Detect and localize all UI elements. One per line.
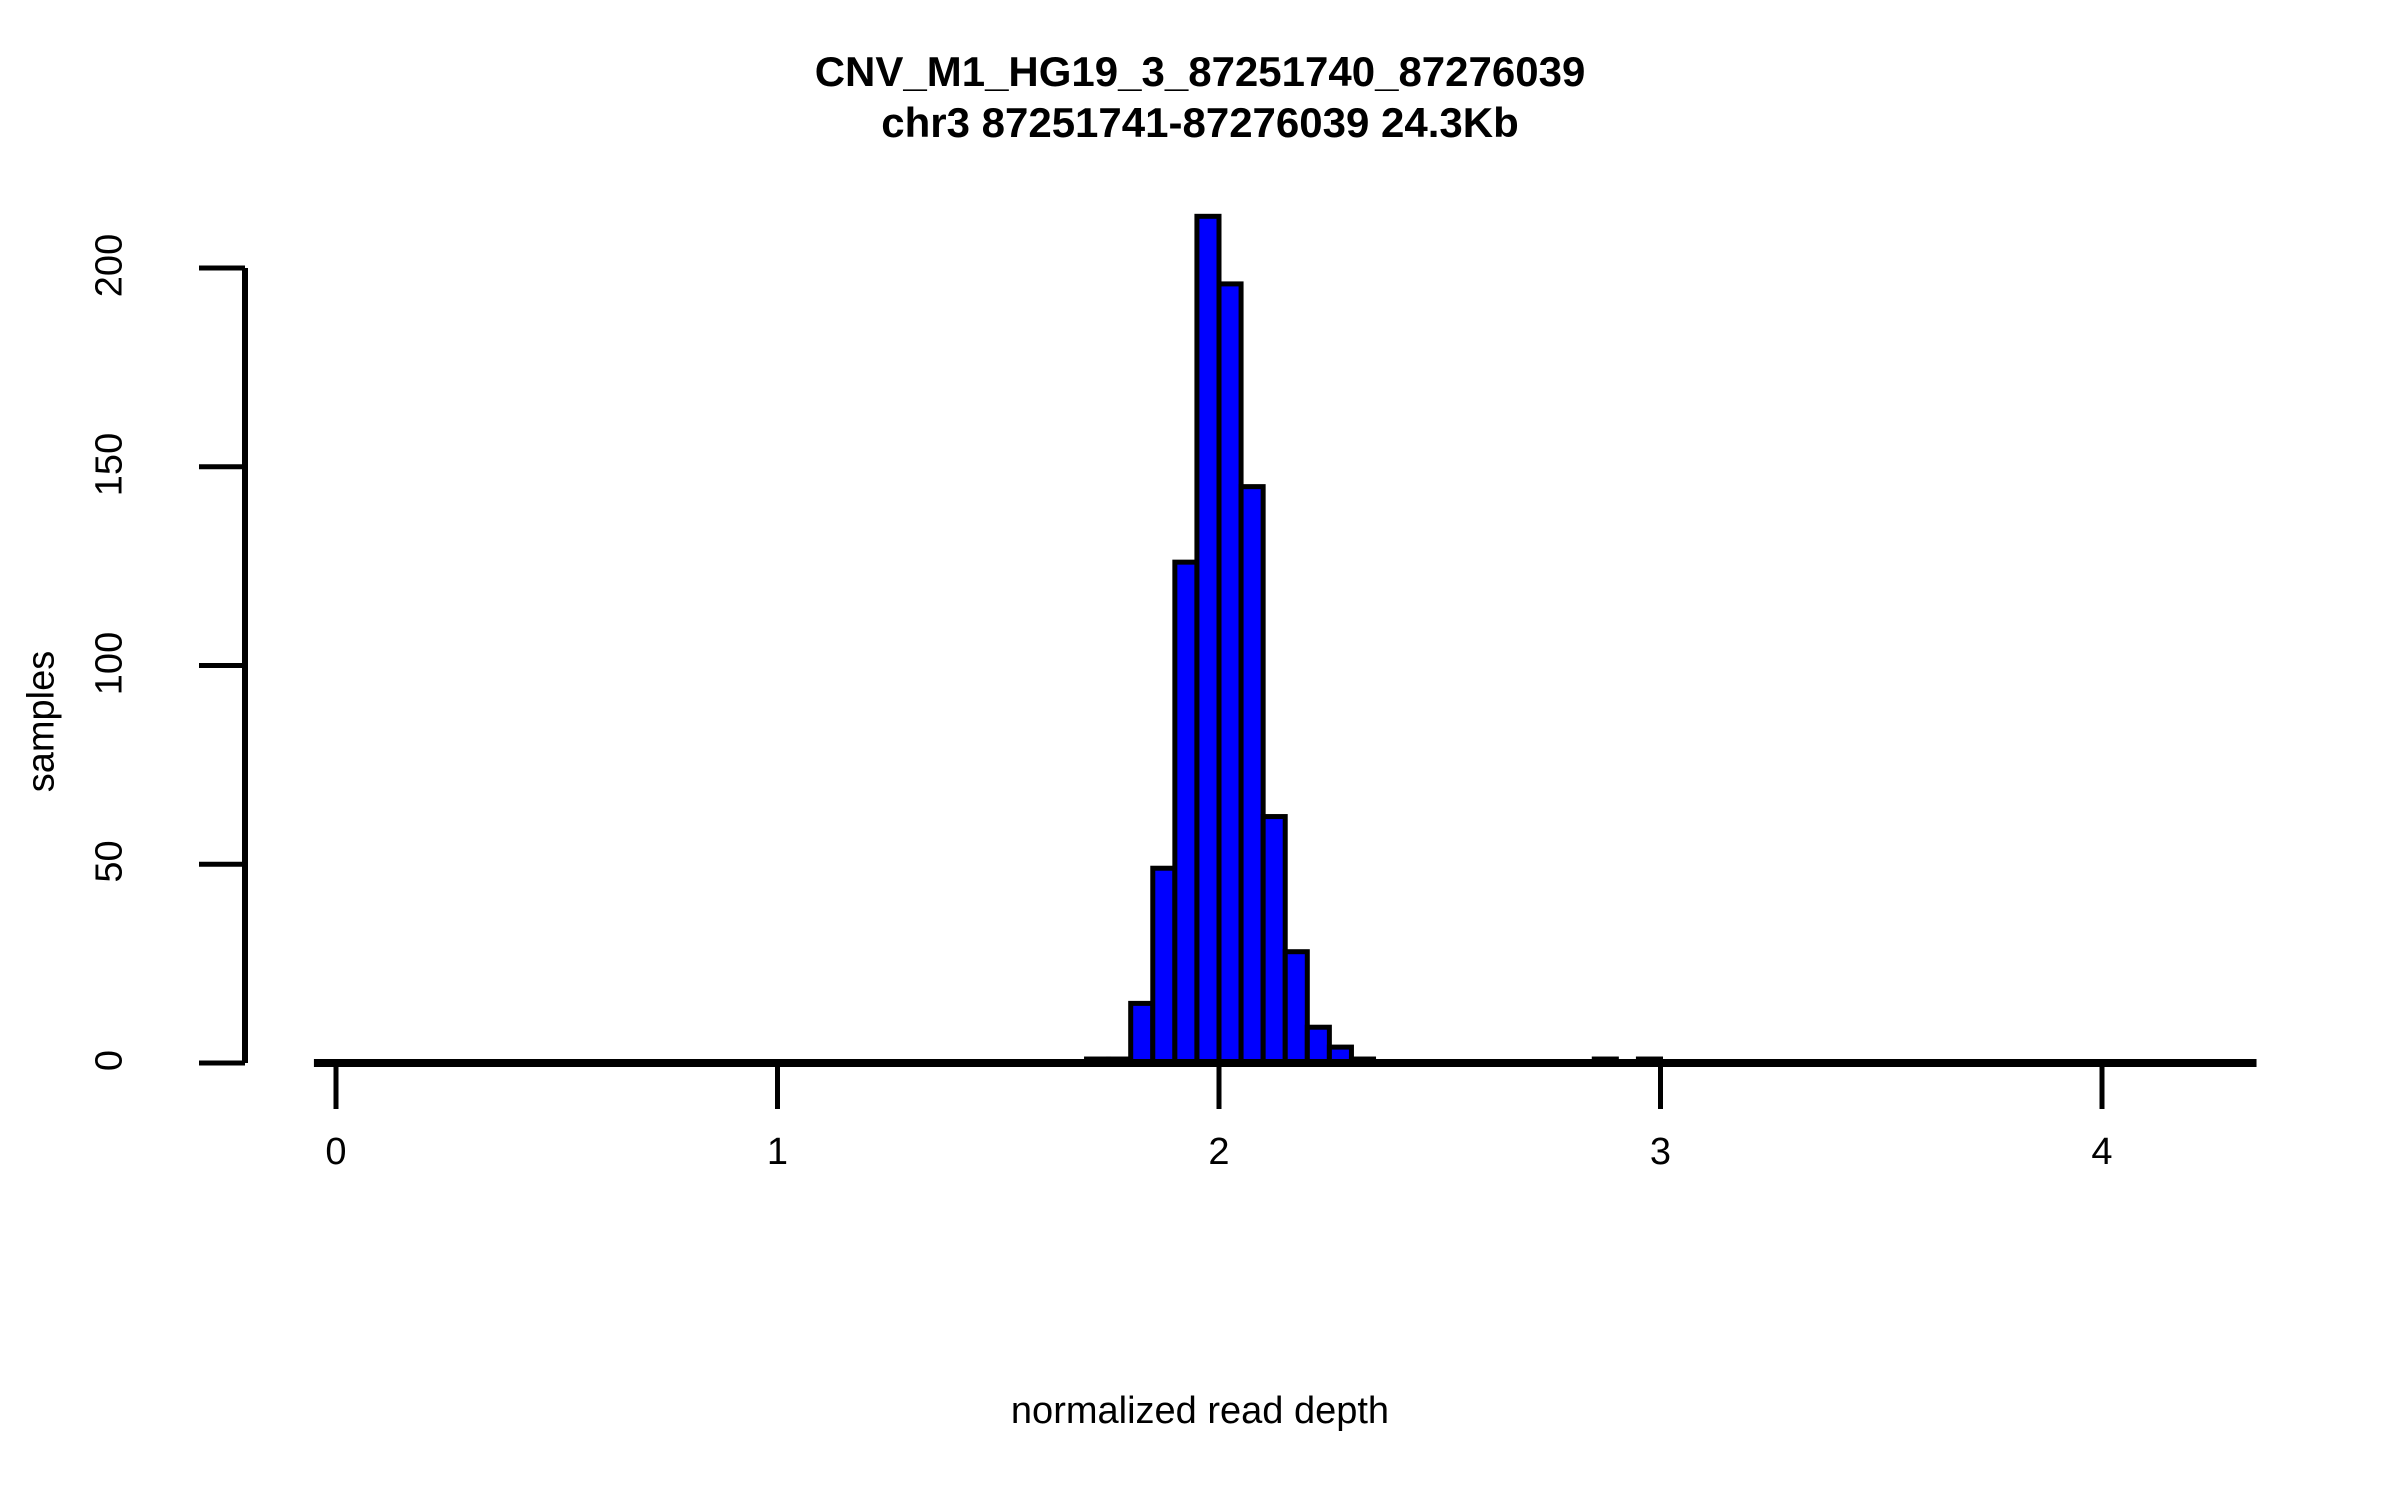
x-tick-label: 0 xyxy=(325,1131,347,1173)
histogram-bar xyxy=(1304,1024,1332,1066)
histogram-bar xyxy=(1216,281,1244,1066)
y-tick-label: 0 xyxy=(88,1049,131,1072)
histogram-bar xyxy=(1150,865,1178,1066)
plot-title-line1: CNV_M1_HG19_3_87251740_87276039 xyxy=(814,48,1586,95)
histogram-bar xyxy=(1282,949,1310,1066)
y-tick-label: 50 xyxy=(88,840,131,883)
x-tick-label: 2 xyxy=(1208,1131,1230,1173)
x-tick-label: 3 xyxy=(1649,1131,1672,1173)
bars-group xyxy=(1084,213,1664,1066)
y-tick-label: 200 xyxy=(88,233,131,298)
axes-group xyxy=(199,265,2257,1109)
x-tick-label: 1 xyxy=(766,1131,789,1173)
x-axis-title: normalized read depth xyxy=(1010,1390,1390,1432)
x-tick-label: 4 xyxy=(2091,1131,2113,1173)
y-tick-label: 100 xyxy=(88,631,131,695)
histogram-bar xyxy=(1260,814,1288,1066)
histogram-bar xyxy=(1194,213,1222,1066)
histogram-bar xyxy=(1128,1000,1156,1066)
y-tick-label: 150 xyxy=(88,432,131,496)
histogram-bar xyxy=(1172,559,1200,1066)
histogram-bar xyxy=(1238,484,1266,1066)
plot-title: CNV_M1_HG19_3_87251740_87276039 chr3 872… xyxy=(0,46,2400,148)
plot-title-subtitle: chr3 87251741-87276039 24.3Kb xyxy=(881,99,1519,147)
